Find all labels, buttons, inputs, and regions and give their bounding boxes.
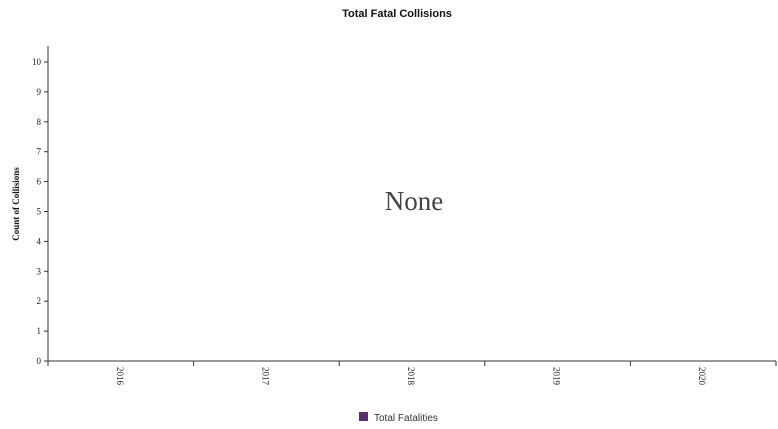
y-tick-label: 9 bbox=[37, 87, 42, 97]
y-tick-label: 10 bbox=[32, 57, 42, 67]
y-axis-ticks: 0 1 2 3 4 5 6 7 8 9 10 bbox=[32, 57, 48, 366]
legend-swatch-total-fatalities bbox=[359, 412, 368, 421]
x-axis-ticks: 2016 2017 2018 2019 2020 bbox=[47, 361, 777, 386]
x-tick-label: 2020 bbox=[697, 367, 707, 386]
y-tick-label: 4 bbox=[37, 236, 42, 246]
y-tick-label: 7 bbox=[37, 147, 42, 157]
y-tick-label: 8 bbox=[37, 117, 42, 127]
x-tick-label: 2016 bbox=[115, 367, 125, 386]
legend: Total Fatalities bbox=[359, 412, 438, 424]
no-data-message: None bbox=[385, 186, 443, 216]
y-tick-label: 6 bbox=[37, 177, 42, 187]
y-tick-label: 1 bbox=[37, 326, 42, 336]
chart-title: Total Fatal Collisions bbox=[342, 8, 452, 20]
legend-label-total-fatalities: Total Fatalities bbox=[374, 413, 438, 424]
y-tick-label: 5 bbox=[37, 207, 42, 217]
y-tick-label: 3 bbox=[37, 266, 42, 276]
x-tick-label: 2017 bbox=[260, 367, 270, 386]
y-tick-label: 0 bbox=[37, 356, 42, 366]
x-tick-label: 2018 bbox=[406, 367, 416, 386]
y-tick-label: 2 bbox=[37, 296, 42, 306]
y-axis-label: Count of Collisions bbox=[11, 167, 21, 241]
x-tick-label: 2019 bbox=[552, 367, 562, 386]
